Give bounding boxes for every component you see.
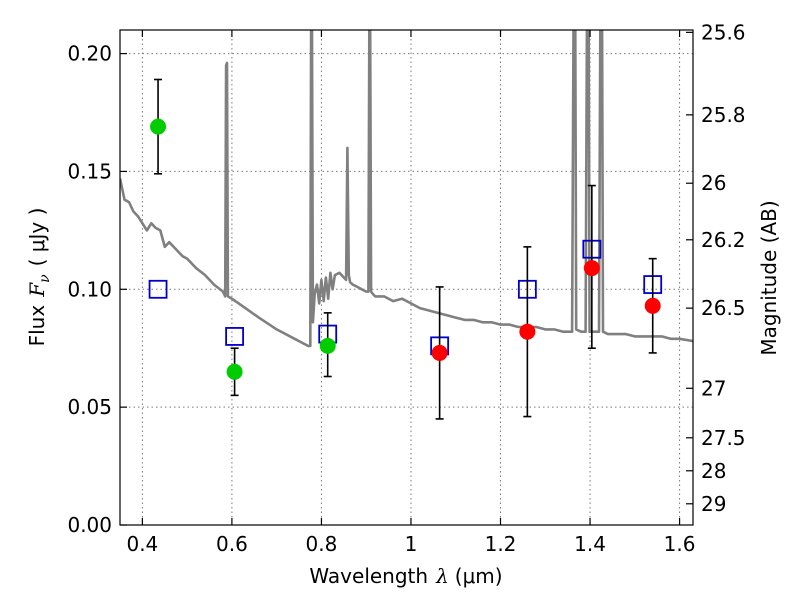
model-photometry-point bbox=[148, 279, 168, 299]
y2-tick-label: 26 bbox=[701, 171, 726, 195]
axis-ticks: 0.4 0.6 0.8 1 1.2 1.4 1.6 0.00 0.05 0.10 0.15 0.20 2… bbox=[67, 20, 745, 556]
y-tick-label: 0.05 bbox=[67, 395, 112, 419]
y2-tick-label: 29 bbox=[701, 492, 726, 516]
x-tick-label: 0.4 bbox=[126, 532, 158, 556]
y2-tick-label: 26.2 bbox=[701, 228, 746, 252]
x-tick-label: 0.6 bbox=[216, 532, 248, 556]
x-axis-title: Wavelength λ (μm) bbox=[309, 564, 502, 588]
model-photometry-point bbox=[225, 327, 245, 346]
observed-nir-point bbox=[519, 323, 536, 340]
y-tick-label: 0.10 bbox=[67, 277, 112, 301]
y2-tick-label: 26.5 bbox=[701, 296, 746, 320]
y-tick-label: 0.20 bbox=[67, 42, 112, 66]
x-tick-label: 1.2 bbox=[485, 532, 517, 556]
plot-frame bbox=[119, 29, 694, 526]
y2-axis-title: Magnitude (AB) bbox=[757, 200, 781, 355]
y-axis-title: FluxFν( μJy ) bbox=[25, 208, 53, 347]
y2-tick-label: 28 bbox=[701, 459, 726, 483]
observed-nir-point bbox=[431, 344, 448, 361]
observed-nir-point bbox=[644, 297, 661, 314]
x-tick-label: 1.4 bbox=[574, 532, 606, 556]
x-tick-label: 1.6 bbox=[664, 532, 696, 556]
x-tick-label: 1 bbox=[405, 532, 418, 556]
y2-tick-label: 25.8 bbox=[701, 103, 746, 127]
y2-tick-label: 27 bbox=[701, 376, 726, 400]
y2-tick-label: 25.6 bbox=[701, 20, 746, 44]
x-tick-label: 0.8 bbox=[306, 532, 338, 556]
observed-optical-point bbox=[226, 363, 243, 380]
plot-area bbox=[120, 30, 693, 420]
observed-optical-point bbox=[150, 118, 167, 135]
observed-nir-point bbox=[583, 260, 600, 277]
y2-tick-label: 27.5 bbox=[701, 426, 746, 450]
model-spectrum-line bbox=[120, 30, 693, 348]
y-tick-label: 0.15 bbox=[67, 159, 112, 183]
observed-optical-point bbox=[319, 337, 336, 354]
y-tick-label: 0.00 bbox=[67, 513, 112, 537]
